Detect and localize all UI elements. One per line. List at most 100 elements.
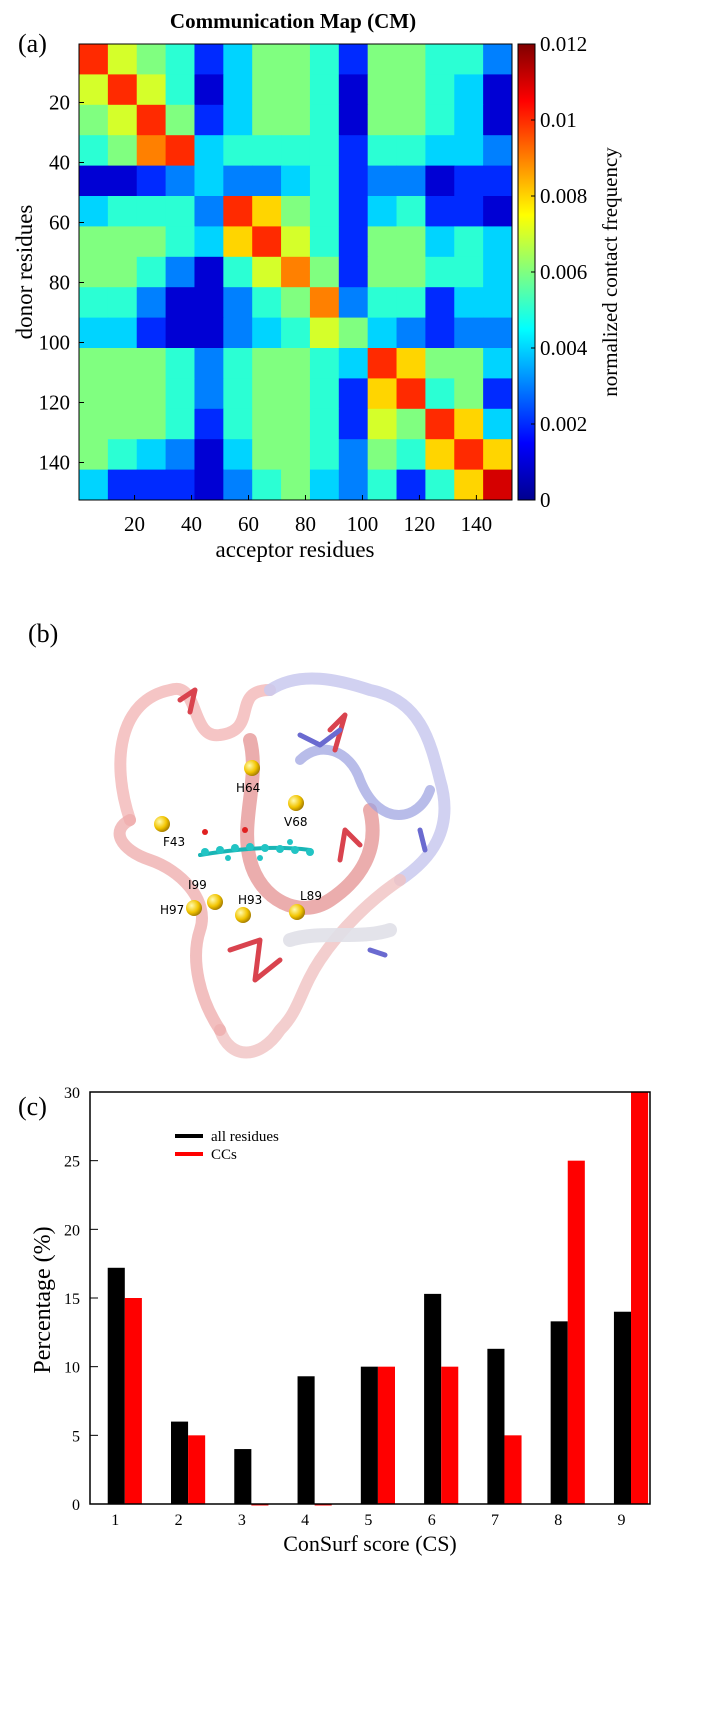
heat-cell [396, 104, 426, 136]
heat-cell [252, 256, 282, 288]
x-tick-label: 4 [301, 1512, 309, 1529]
y-tick-label: 10 [64, 1360, 80, 1377]
heat-cell [338, 348, 369, 379]
heat-cell [367, 378, 398, 410]
heat-cell [107, 469, 138, 501]
heat-cell [425, 287, 455, 319]
y-tick-label: 80 [49, 271, 70, 295]
heat-cell [483, 165, 513, 197]
heat-cell [309, 317, 340, 349]
bar [377, 1366, 395, 1504]
heat-cell [194, 469, 224, 501]
heat-cell [483, 317, 513, 349]
heat-cell [309, 44, 340, 75]
heat-cell [338, 196, 369, 227]
heat-cell [309, 256, 340, 288]
heat-cell [107, 317, 138, 349]
heat-cell [425, 348, 455, 379]
heat-cell [136, 196, 167, 227]
heat-cell [483, 348, 513, 379]
bar [550, 1321, 568, 1504]
heat-cell [194, 226, 224, 258]
heat-cell [79, 439, 109, 471]
heat-cell [223, 378, 253, 410]
colorbar-tick-label: 0 [540, 488, 551, 512]
heat-cell [79, 226, 109, 258]
x-tick-label: 7 [491, 1512, 499, 1529]
legend-label: all residues [211, 1129, 279, 1145]
heat-cell [252, 135, 282, 167]
heat-cell [454, 226, 484, 258]
bar [441, 1366, 459, 1504]
heat-cell [454, 408, 484, 440]
heat-cell [252, 287, 282, 319]
heat-cell [107, 287, 138, 319]
residue-label: I99 [188, 878, 207, 892]
heat-cell [483, 104, 513, 136]
heat-cell [281, 378, 311, 410]
heat-cell [194, 104, 224, 136]
heat-cell [165, 348, 195, 379]
y-tick-label: 25 [64, 1154, 80, 1171]
heat-cell [281, 74, 311, 106]
y-tick-label: 120 [39, 391, 71, 415]
heat-cell [367, 44, 398, 75]
heat-cell [136, 348, 167, 379]
colorbar-label: normalized contact frequency [598, 147, 622, 397]
bar [234, 1449, 252, 1504]
heat-cell [223, 196, 253, 227]
heat-cell [396, 408, 426, 440]
heat-cell [367, 135, 398, 167]
heat-cell [194, 196, 224, 227]
heat-cell [79, 44, 109, 75]
heat-cell [425, 469, 455, 501]
heat-cell [165, 104, 195, 136]
heat-cell [107, 256, 138, 288]
heat-cell [338, 439, 369, 471]
heat-cell [194, 439, 224, 471]
heat-cell [136, 135, 167, 167]
heat-cell [367, 317, 398, 349]
heat-cell [107, 74, 138, 106]
heat-cell [79, 408, 109, 440]
residue-label: V68 [284, 815, 307, 829]
heat-cell [425, 378, 455, 410]
heat-cell [396, 287, 426, 319]
heat-cell [136, 439, 167, 471]
x-axis-label: ConSurf score (CS) [283, 1531, 457, 1556]
heat-cell [483, 135, 513, 167]
colorbar-tick-label: 0.006 [540, 260, 587, 284]
bar [487, 1348, 505, 1504]
heat-cell [281, 104, 311, 136]
x-tick-label: 9 [618, 1512, 626, 1529]
x-axis-label: acceptor residues [215, 537, 374, 562]
heat-cell [281, 287, 311, 319]
heat-cell [223, 74, 253, 106]
heat-cell [338, 469, 369, 501]
heat-cell [194, 348, 224, 379]
heat-cell [483, 256, 513, 288]
heat-cell [223, 135, 253, 167]
chart-title: Communication Map (CM) [170, 9, 416, 33]
bar [107, 1267, 125, 1504]
heat-cell [136, 165, 167, 197]
y-tick-label: 15 [64, 1291, 80, 1308]
heat-cell [79, 135, 109, 167]
heat-cell [107, 165, 138, 197]
x-tick-label: 5 [364, 1512, 372, 1529]
x-tick-label: 60 [238, 512, 259, 536]
heat-cell [338, 408, 369, 440]
heat-cell [79, 469, 109, 501]
x-tick-label: 6 [428, 1512, 436, 1529]
heat-cell [107, 408, 138, 440]
heat-cell [165, 408, 195, 440]
heat-cell [396, 348, 426, 379]
heat-cell [338, 378, 369, 410]
residue-label: L89 [300, 889, 322, 903]
heat-cell [454, 104, 484, 136]
heat-cell [396, 196, 426, 227]
heat-cell [252, 104, 282, 136]
heat-cell [396, 317, 426, 349]
heat-cell [79, 317, 109, 349]
heat-cell [281, 469, 311, 501]
